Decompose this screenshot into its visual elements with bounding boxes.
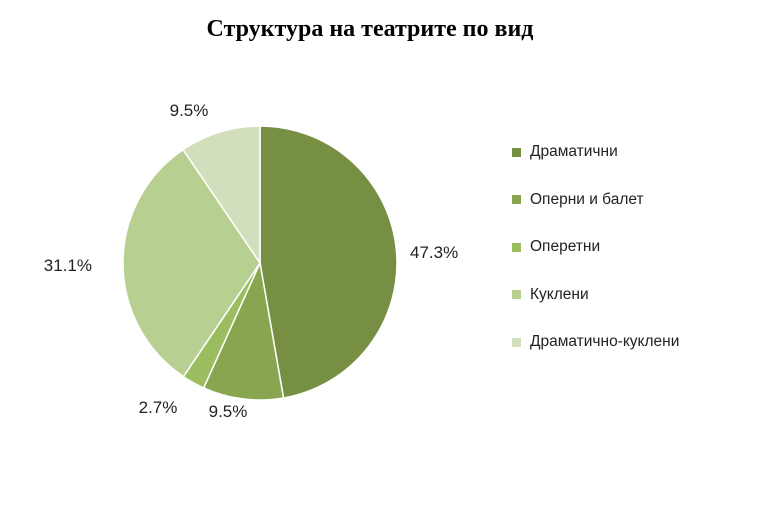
legend-item-2: Оперни и балет bbox=[512, 188, 679, 212]
legend-swatch bbox=[512, 337, 521, 347]
legend-swatch bbox=[512, 195, 521, 204]
legend: Драматични Оперни и балет Оперетни Куклени Д… bbox=[512, 140, 679, 378]
legend-item-5: Драматично-куклени bbox=[512, 330, 679, 354]
data-label-5: 9.5% bbox=[170, 101, 209, 120]
legend-label: Драматично-куклени bbox=[530, 333, 680, 350]
data-label-3: 2.7% bbox=[139, 398, 178, 417]
data-label-4: 31.1% bbox=[44, 256, 92, 275]
legend-label: Оперни и балет bbox=[530, 190, 644, 208]
legend-item-4: Куклени bbox=[512, 283, 679, 307]
legend-item-3: Оперетни bbox=[512, 235, 679, 259]
legend-label: Куклени bbox=[530, 285, 589, 303]
legend-swatch bbox=[512, 242, 521, 252]
data-label-1: 47.3% bbox=[410, 243, 458, 262]
pie-slice-1 bbox=[259, 125, 398, 399]
pie-slice-5 bbox=[182, 125, 261, 266]
legend-label: Оперетни bbox=[530, 238, 601, 255]
chart-title: Структура на театрите по вид bbox=[206, 16, 534, 42]
legend-swatch bbox=[512, 147, 521, 157]
pie-slice-2 bbox=[202, 260, 285, 401]
legend-label: Драматични bbox=[530, 143, 618, 160]
data-label-2: 9.5% bbox=[209, 402, 248, 421]
legend-swatch bbox=[512, 290, 521, 299]
legend-item-1: Драматични bbox=[512, 140, 679, 164]
pie-slice-4 bbox=[122, 148, 261, 378]
